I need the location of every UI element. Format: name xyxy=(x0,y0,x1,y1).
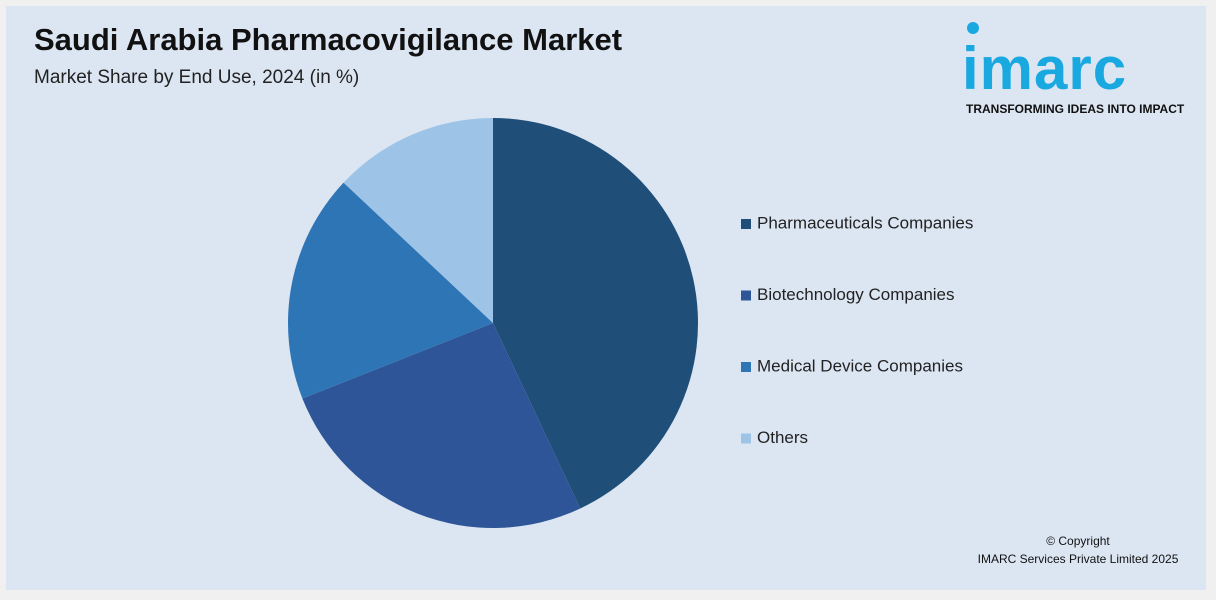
pie-slice xyxy=(288,182,493,399)
legend-label: Others xyxy=(757,428,808,447)
logo: imarc xyxy=(962,35,1127,102)
legend-swatch xyxy=(741,219,751,229)
legend-swatch xyxy=(741,433,751,444)
legend-label: Biotechnology Companies xyxy=(757,285,955,304)
legend-label: Medical Device Companies xyxy=(757,356,963,375)
legend-swatch xyxy=(741,362,751,372)
logo-dot xyxy=(967,22,979,34)
logo-tagline: TRANSFORMING IDEAS INTO IMPACT xyxy=(966,102,1185,116)
chart-title: Saudi Arabia Pharmacovigilance Market xyxy=(34,22,622,57)
copyright-owner: IMARC Services Private Limited 2025 xyxy=(978,552,1179,566)
chart-subtitle: Market Share by End Use, 2024 (in %) xyxy=(34,67,359,88)
legend-swatch xyxy=(741,290,751,301)
pie-slice xyxy=(343,118,493,323)
pie-slice xyxy=(493,118,699,509)
copyright: © Copyright xyxy=(1046,534,1110,548)
pie-slice xyxy=(302,323,581,528)
legend-label: Pharmaceuticals Companies xyxy=(757,213,973,232)
